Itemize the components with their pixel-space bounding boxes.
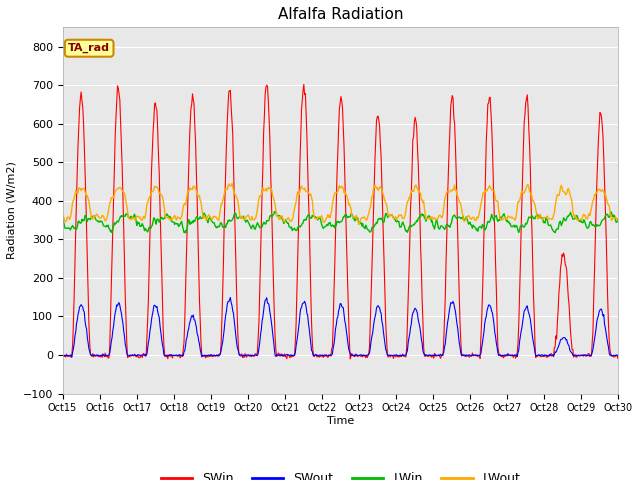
X-axis label: Time: Time xyxy=(327,416,354,426)
SWout xyxy=(59,353,67,359)
LWin xyxy=(271,209,278,215)
SWout xyxy=(183,334,191,340)
SWin xyxy=(614,354,622,360)
SWin xyxy=(126,354,134,360)
LWin xyxy=(59,216,67,221)
Line: SWout: SWout xyxy=(63,298,618,357)
SWout xyxy=(614,353,622,359)
Y-axis label: Radiation (W/m2): Radiation (W/m2) xyxy=(7,161,17,259)
SWin xyxy=(346,356,354,362)
SWin xyxy=(212,353,220,359)
LWout xyxy=(614,216,622,222)
Line: LWout: LWout xyxy=(63,184,618,225)
SWout xyxy=(212,352,220,358)
Title: Alfalfa Radiation: Alfalfa Radiation xyxy=(278,7,403,22)
LWout xyxy=(410,189,417,194)
LWout xyxy=(182,198,190,204)
LWin xyxy=(614,217,622,223)
Line: LWin: LWin xyxy=(63,212,618,233)
LWin xyxy=(410,222,417,228)
LWin xyxy=(426,216,434,221)
LWin xyxy=(181,230,189,236)
LWout xyxy=(212,214,220,220)
SWout xyxy=(410,309,417,315)
LWout xyxy=(126,216,134,222)
SWout xyxy=(68,354,76,360)
LWout xyxy=(69,199,77,205)
LWin xyxy=(69,223,77,228)
SWin xyxy=(300,82,308,87)
SWin xyxy=(69,342,77,348)
LWout xyxy=(59,211,67,217)
Legend: SWin, SWout, LWin, LWout: SWin, SWout, LWin, LWout xyxy=(156,467,525,480)
LWin xyxy=(126,216,134,221)
SWout xyxy=(426,353,434,359)
LWin xyxy=(183,225,191,231)
SWout xyxy=(127,353,134,359)
LWout xyxy=(355,222,362,228)
LWout xyxy=(426,216,434,222)
SWin xyxy=(426,352,434,358)
LWin xyxy=(212,225,220,231)
LWout xyxy=(228,181,236,187)
SWin xyxy=(410,133,417,139)
Line: SWin: SWin xyxy=(63,84,618,359)
SWin xyxy=(59,352,67,358)
SWout xyxy=(70,346,77,352)
SWin xyxy=(182,261,190,266)
SWout xyxy=(227,295,234,300)
Text: TA_rad: TA_rad xyxy=(68,43,110,53)
